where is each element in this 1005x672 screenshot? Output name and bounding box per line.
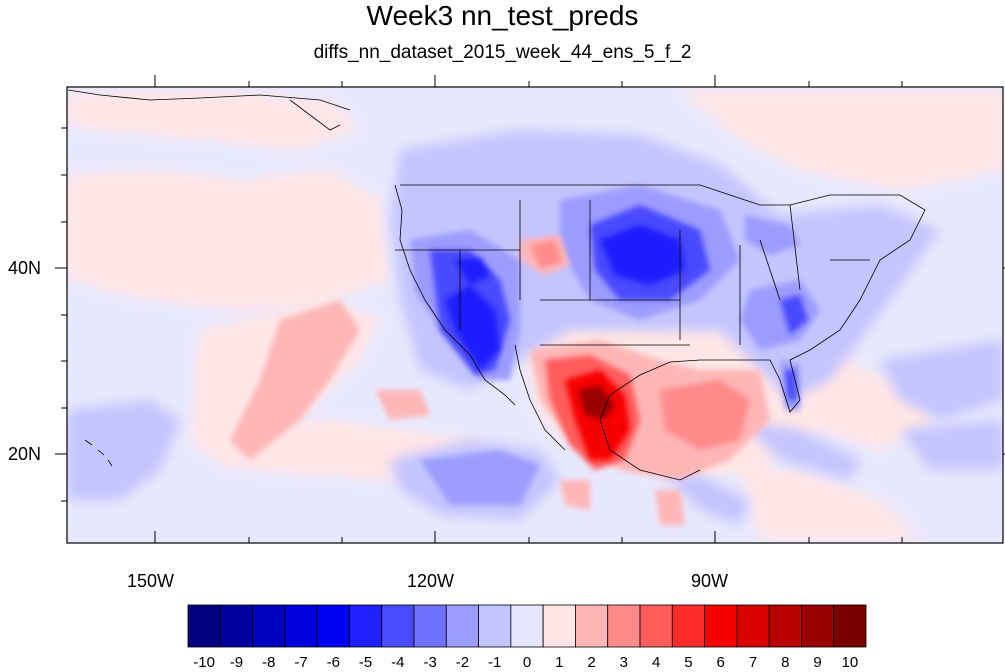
colorbar-swatch bbox=[768, 604, 802, 648]
colorbar-swatch bbox=[187, 604, 221, 648]
colorbar-label: -2 bbox=[455, 654, 470, 671]
colorbar-swatch bbox=[316, 604, 350, 648]
lon-label-120w: 120W bbox=[407, 571, 455, 591]
colorbar-swatch bbox=[704, 604, 738, 648]
colorbar-label: 9 bbox=[813, 654, 822, 671]
colorbar-label: -7 bbox=[294, 654, 308, 671]
colorbar-swatch bbox=[510, 604, 544, 648]
colorbar-label: -1 bbox=[488, 654, 502, 671]
colorbar-swatch bbox=[252, 604, 286, 648]
colorbar-label: -4 bbox=[391, 654, 405, 671]
colorbar-swatch bbox=[639, 604, 673, 648]
colorbar-label: 10 bbox=[841, 654, 859, 671]
lon-ticks bbox=[154, 75, 903, 543]
colorbar-swatch bbox=[542, 604, 576, 648]
colorbar-label: 1 bbox=[555, 654, 564, 671]
colorbar-swatch bbox=[607, 604, 641, 648]
chart-subtitle: diffs_nn_dataset_2015_week_44_ens_5_f_2 bbox=[313, 42, 692, 63]
colorbar-label: 4 bbox=[651, 654, 661, 671]
colorbar-label: 6 bbox=[716, 654, 725, 671]
colorbar-label: 7 bbox=[748, 654, 758, 671]
colorbar bbox=[187, 604, 867, 648]
colorbar-label: 8 bbox=[781, 654, 790, 671]
coastlines bbox=[67, 89, 926, 481]
lon-label-90w: 90W bbox=[691, 571, 729, 591]
lon-label-150w: 150W bbox=[127, 571, 175, 591]
colorbar-swatch bbox=[219, 604, 253, 648]
colorbar-label: -9 bbox=[229, 654, 244, 671]
colorbar-swatch bbox=[575, 604, 609, 648]
colorbar-swatch bbox=[381, 604, 415, 648]
colorbar-label: -8 bbox=[262, 654, 276, 671]
chart-title: Week3 nn_test_preds bbox=[366, 0, 639, 31]
colorbar-swatch bbox=[445, 604, 479, 648]
colorbar-swatch bbox=[478, 604, 512, 648]
colorbar-label: -5 bbox=[358, 654, 373, 671]
colorbar-label: -10 bbox=[193, 654, 215, 671]
lat-label-40n: 40N bbox=[8, 258, 42, 278]
anomaly-field bbox=[67, 87, 1003, 543]
colorbar-swatch bbox=[801, 604, 835, 648]
colorbar-swatch bbox=[671, 604, 705, 648]
colorbar-label: 2 bbox=[587, 654, 596, 671]
colorbar-swatch bbox=[833, 604, 867, 648]
colorbar-label: 3 bbox=[619, 654, 629, 671]
colorbar-label: -3 bbox=[423, 654, 437, 671]
colorbar-label: -6 bbox=[326, 654, 340, 671]
colorbar-swatch bbox=[284, 604, 318, 648]
lat-label-20n: 20N bbox=[8, 444, 42, 464]
colorbar-label: 0 bbox=[522, 654, 532, 671]
colorbar-swatch bbox=[413, 604, 447, 648]
colorbar-label: 5 bbox=[684, 654, 693, 671]
cool-deep-patches bbox=[445, 225, 685, 370]
colorbar-swatch bbox=[736, 604, 770, 648]
colorbar-swatch bbox=[349, 604, 383, 648]
lat-ticks bbox=[55, 127, 1005, 502]
